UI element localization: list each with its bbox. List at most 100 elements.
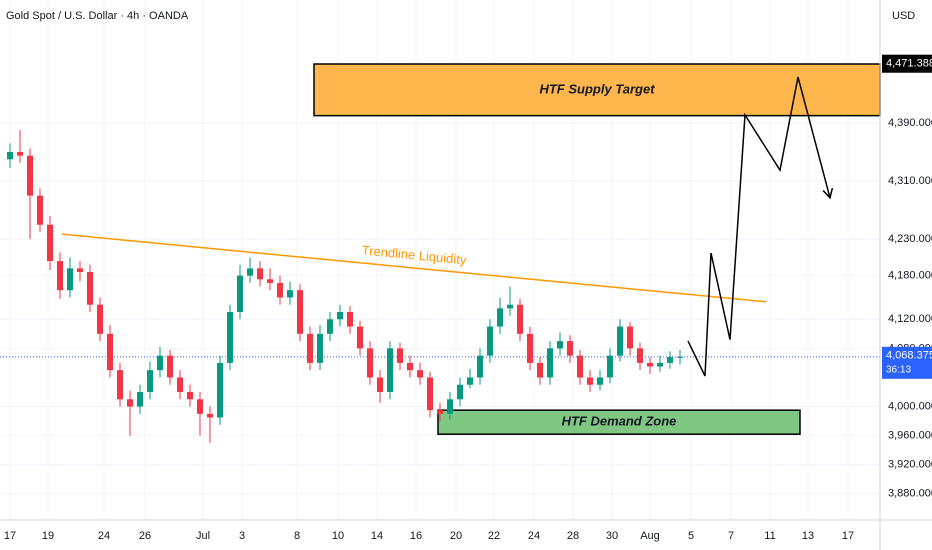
y-tick-label: 4,180.000 bbox=[888, 270, 932, 282]
x-tick-label: 17 bbox=[4, 530, 16, 542]
candle-body bbox=[387, 348, 393, 392]
y-tick-label: 4,000.000 bbox=[888, 400, 932, 412]
projection-arrowhead bbox=[822, 187, 834, 200]
candle-body bbox=[77, 268, 83, 272]
x-tick-label: 24 bbox=[98, 530, 110, 542]
candle-body bbox=[677, 356, 683, 358]
x-tick-label: 19 bbox=[42, 530, 54, 542]
candle-body bbox=[97, 304, 103, 334]
candle-body bbox=[227, 312, 233, 363]
x-tick-label: 10 bbox=[332, 530, 344, 542]
candle-body bbox=[207, 413, 213, 418]
x-tick-label: Jul bbox=[196, 530, 210, 542]
x-tick-label: 14 bbox=[371, 530, 383, 542]
x-tick-label: 8 bbox=[294, 530, 300, 542]
trendline bbox=[61, 233, 767, 303]
candle-body bbox=[357, 326, 363, 349]
projection-path bbox=[687, 76, 831, 377]
candle-body bbox=[487, 326, 493, 356]
candle-body bbox=[567, 341, 573, 356]
candle-body bbox=[417, 370, 423, 378]
candle-body bbox=[397, 348, 403, 363]
candle-body bbox=[607, 355, 613, 378]
target-price-label: 4,471.388 bbox=[886, 58, 932, 70]
grid bbox=[0, 0, 880, 520]
target-price-tag bbox=[882, 54, 932, 73]
candle-body bbox=[367, 348, 373, 378]
candle-body bbox=[517, 304, 523, 334]
candle-body bbox=[297, 290, 303, 334]
candle-body bbox=[457, 384, 463, 400]
candle-body bbox=[477, 355, 483, 378]
y-tick-label: 3,880.000 bbox=[888, 488, 932, 500]
candle-body bbox=[277, 282, 283, 298]
candle-body bbox=[497, 308, 503, 327]
candle-body bbox=[577, 355, 583, 378]
candle-body bbox=[127, 399, 133, 407]
currency: USD bbox=[892, 10, 915, 22]
x-tick-label: 3 bbox=[239, 530, 245, 542]
candle-body bbox=[667, 357, 673, 363]
candle-body bbox=[7, 152, 13, 160]
candle-body bbox=[197, 399, 203, 414]
candle-body bbox=[427, 377, 433, 411]
candle-body bbox=[407, 362, 413, 371]
x-tick-label: 30 bbox=[606, 530, 618, 542]
candle-body bbox=[57, 261, 63, 291]
candle-body bbox=[467, 377, 473, 385]
candle-body bbox=[627, 326, 633, 349]
candle-body bbox=[647, 362, 653, 367]
countdown-label: 36:13 bbox=[886, 364, 911, 375]
zone-label: HTF Demand Zone bbox=[562, 414, 677, 429]
candle-body bbox=[177, 377, 183, 392]
zone bbox=[437, 409, 801, 435]
candle-body bbox=[287, 290, 293, 298]
candle-body bbox=[437, 410, 443, 414]
candle-body bbox=[307, 333, 313, 363]
candle-body bbox=[217, 362, 223, 418]
candle-body bbox=[547, 348, 553, 378]
candle-body bbox=[107, 333, 113, 371]
y-tick-label: 4,390.000 bbox=[888, 117, 932, 129]
y-tick-label: 4,310.000 bbox=[888, 175, 932, 187]
candle-body bbox=[137, 392, 143, 407]
x-tick-label: 17 bbox=[842, 530, 854, 542]
x-tick-label: 26 bbox=[139, 530, 151, 542]
candle-body bbox=[317, 333, 323, 363]
x-tick-label: 7 bbox=[728, 530, 734, 542]
candle-body bbox=[27, 155, 33, 196]
candle-body bbox=[637, 348, 643, 363]
candle-body bbox=[47, 224, 53, 262]
candle-body bbox=[657, 362, 663, 367]
last-price-tag bbox=[882, 346, 932, 379]
candle-body bbox=[267, 279, 273, 283]
x-tick-label: 16 bbox=[410, 530, 422, 542]
x-tick-label: 22 bbox=[488, 530, 500, 542]
candle-body bbox=[187, 392, 193, 400]
y-tick-label: 3,920.000 bbox=[888, 459, 932, 471]
candle-body bbox=[147, 370, 153, 392]
candle-body bbox=[117, 370, 123, 400]
candle-body bbox=[527, 333, 533, 363]
x-tick-label: 28 bbox=[567, 530, 579, 542]
x-tick-label: 13 bbox=[802, 530, 814, 542]
candle-body bbox=[377, 377, 383, 392]
y-tick-label: 4,120.000 bbox=[888, 313, 932, 325]
candle-body bbox=[327, 319, 333, 334]
candle-body bbox=[347, 312, 353, 327]
candle-body bbox=[257, 268, 263, 280]
candle-body bbox=[17, 152, 23, 156]
candle-body bbox=[597, 377, 603, 385]
x-tick-label: 24 bbox=[528, 530, 540, 542]
zone bbox=[313, 63, 881, 117]
candle-body bbox=[67, 268, 73, 291]
candle-body bbox=[167, 355, 173, 378]
x-tick-label: Aug bbox=[640, 530, 660, 542]
candle-body bbox=[447, 399, 453, 414]
zone-label: HTF Supply Target bbox=[539, 81, 655, 96]
candle-body bbox=[337, 312, 343, 320]
candle-body bbox=[507, 304, 513, 309]
candle-body bbox=[247, 268, 253, 276]
